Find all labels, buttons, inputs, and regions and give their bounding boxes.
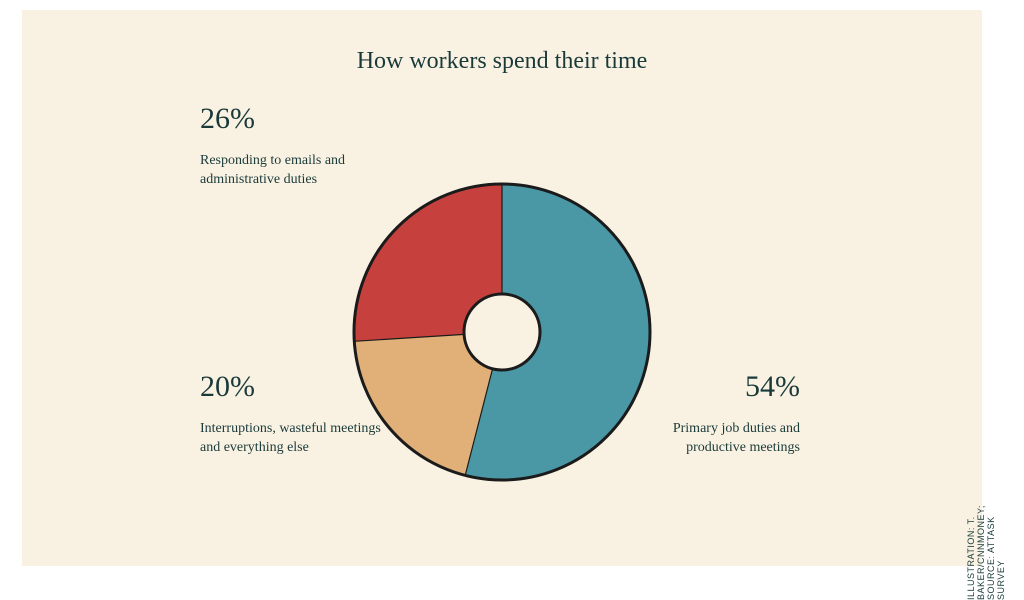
chart-title: How workers spend their time	[202, 48, 802, 75]
desc-primary: Primary job duties andproductive meeting…	[600, 420, 800, 458]
pct-emails: 26%	[200, 102, 255, 136]
pct-interruptions: 20%	[200, 370, 255, 404]
credit-line: ILLUSTRATION: T. BAKER/CNNMONEY; SOURCE:…	[966, 505, 1006, 600]
desc-interruptions: Interruptions, wasteful meetingsand ever…	[200, 420, 440, 458]
pct-primary: 54%	[745, 370, 800, 404]
inner-hole	[464, 294, 540, 370]
desc-emails: Responding to emails andadministrative d…	[200, 152, 420, 190]
